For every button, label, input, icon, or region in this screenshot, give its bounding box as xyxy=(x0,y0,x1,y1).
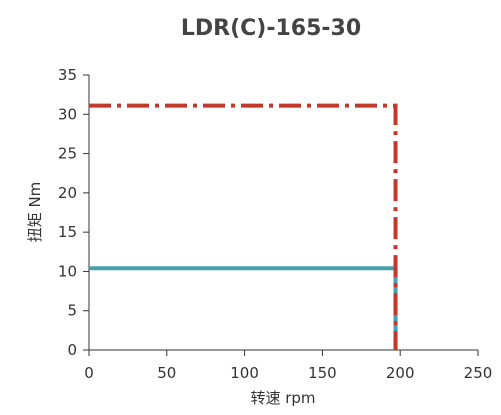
y-tick-label: 5 xyxy=(67,302,77,320)
y-tick-label: 15 xyxy=(58,223,77,241)
series-line-2 xyxy=(89,103,398,350)
y-tick-label: 30 xyxy=(58,105,77,123)
y-tick-label: 10 xyxy=(58,262,77,280)
x-tick-label: 200 xyxy=(386,364,415,382)
x-axis-ticks: 0 50 100 150 200 250 xyxy=(84,350,492,382)
y-tick-label: 35 xyxy=(58,66,77,84)
series-layer xyxy=(89,103,398,350)
y-axis-label: 扭矩 Nm xyxy=(26,182,44,243)
y-tick-label: 20 xyxy=(58,184,77,202)
x-axis-label: 转速 rpm xyxy=(250,389,315,407)
x-tick-label: 100 xyxy=(230,364,259,382)
series-line-1 xyxy=(89,266,398,350)
chart-title: LDR(C)-165-30 xyxy=(181,16,361,41)
y-tick-label: 0 xyxy=(67,341,77,359)
y-tick-label: 25 xyxy=(58,145,77,163)
x-tick-label: 0 xyxy=(84,364,94,382)
y-axis-ticks: 0 5 10 15 20 25 30 35 xyxy=(58,66,89,359)
x-tick-label: 50 xyxy=(157,364,176,382)
x-tick-label: 250 xyxy=(464,364,493,382)
x-tick-label: 150 xyxy=(308,364,337,382)
